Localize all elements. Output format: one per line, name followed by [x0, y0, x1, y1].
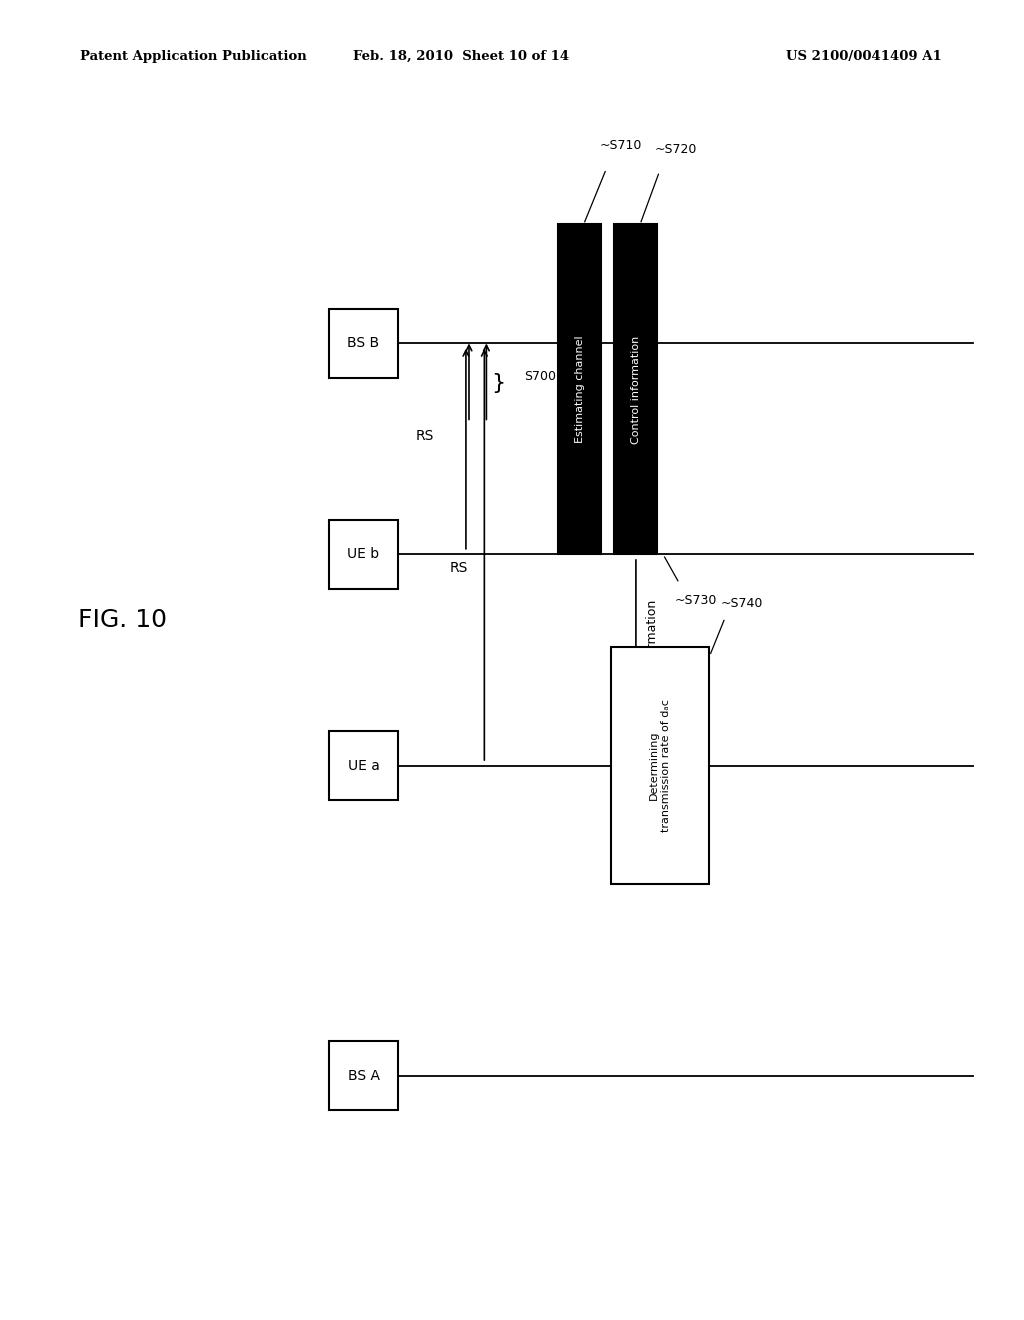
- Text: Feb. 18, 2010  Sheet 10 of 14: Feb. 18, 2010 Sheet 10 of 14: [352, 50, 569, 63]
- Text: ~S710: ~S710: [600, 139, 642, 152]
- Text: Determining
transmission rate of dₐᴄ: Determining transmission rate of dₐᴄ: [649, 700, 671, 832]
- Bar: [329, 309, 398, 378]
- Text: ~S740: ~S740: [721, 597, 763, 610]
- Text: Control information: Control information: [631, 335, 641, 444]
- Bar: [611, 647, 709, 884]
- Text: Control information: Control information: [646, 599, 659, 721]
- Bar: [329, 520, 398, 589]
- Bar: [329, 731, 398, 800]
- Text: RS: RS: [416, 429, 434, 442]
- Text: RS: RS: [450, 561, 468, 574]
- Text: UE a: UE a: [347, 759, 380, 772]
- Text: US 2100/0041409 A1: US 2100/0041409 A1: [786, 50, 942, 63]
- Text: ~S720: ~S720: [654, 143, 696, 156]
- Text: }: }: [492, 372, 506, 393]
- Bar: [329, 1041, 398, 1110]
- Text: Patent Application Publication: Patent Application Publication: [80, 50, 306, 63]
- Bar: [614, 224, 657, 554]
- Bar: [558, 224, 601, 554]
- Text: BS B: BS B: [347, 337, 380, 350]
- Text: BS A: BS A: [347, 1069, 380, 1082]
- Text: S700: S700: [524, 370, 556, 383]
- Text: UE b: UE b: [347, 548, 380, 561]
- Text: ~S730: ~S730: [675, 594, 717, 607]
- Text: FIG. 10: FIG. 10: [79, 609, 167, 632]
- Text: Estimating channel: Estimating channel: [574, 335, 585, 444]
